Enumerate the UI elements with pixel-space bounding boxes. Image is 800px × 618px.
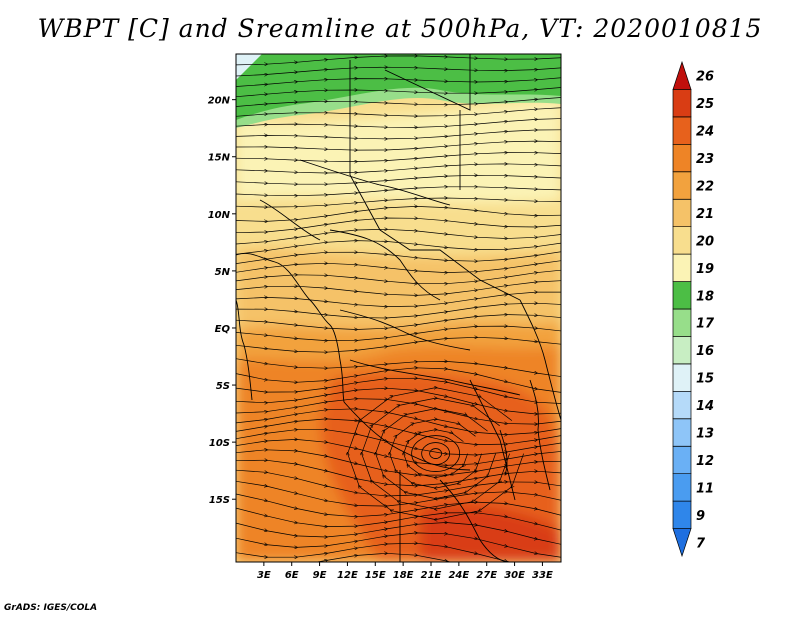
- streamline: [236, 175, 561, 184]
- colorbar-label: 19: [696, 262, 714, 277]
- colorbar-segment: [672, 226, 692, 255]
- streamline: [236, 56, 561, 65]
- streamline: [348, 388, 524, 520]
- colorbar-label: 11: [696, 481, 714, 496]
- streamline: [236, 130, 561, 139]
- y-tick-label: 5N: [215, 267, 231, 278]
- colorbar-label: 25: [696, 97, 714, 112]
- x-tick-label: 18E: [393, 570, 414, 581]
- colorbar-segment: [672, 171, 692, 200]
- colorbar-segment: [672, 89, 692, 118]
- x-tick-label: 9E: [313, 570, 327, 581]
- colorbar-segment: [672, 336, 692, 365]
- colorbar-label: 23: [696, 152, 714, 167]
- colorbar-label: 22: [696, 180, 714, 195]
- colorbar-label: 7: [696, 536, 706, 551]
- streamlines: [236, 56, 566, 562]
- map-frame: [235, 53, 562, 563]
- y-tick-label: 10S: [209, 438, 230, 449]
- y-tick-label: 20N: [208, 96, 231, 107]
- colorbar-label: 14: [696, 399, 714, 414]
- streamline: [236, 108, 561, 117]
- streamline: [236, 87, 561, 98]
- colorbar-segment: [672, 253, 692, 282]
- streamline: [236, 141, 561, 150]
- colorbar-label: 20: [696, 234, 714, 249]
- vortex-ring: [429, 448, 443, 459]
- y-tick-label: 10N: [208, 210, 231, 221]
- colorbar-label: 15: [696, 372, 714, 387]
- streamline: [236, 229, 561, 245]
- colorbar-segment: [672, 281, 692, 310]
- streamline: [236, 153, 561, 162]
- colorbar-segment: [672, 363, 692, 392]
- vortex-ring: [411, 435, 461, 472]
- x-tick-label: 21E: [421, 570, 442, 581]
- colorbar-segment: [672, 143, 692, 173]
- streamline: [236, 77, 561, 87]
- colorbar-label: 24: [696, 125, 714, 140]
- colorbar-label: 9: [696, 509, 705, 524]
- colorbar-segment: [672, 116, 692, 145]
- streamline: [236, 187, 561, 196]
- streamline: [236, 553, 566, 562]
- colorbar-label: 21: [696, 207, 714, 222]
- colorbar-segment: [672, 60, 692, 90]
- coastlines-borders: [236, 54, 561, 562]
- colorbar-label: 17: [696, 317, 715, 332]
- y-tick-label: 5S: [216, 381, 230, 392]
- streamline: [236, 67, 561, 76]
- grads-credit: GrADS: IGES/COLA: [4, 603, 98, 613]
- streamline: [236, 241, 561, 255]
- x-tick-label: 3E: [257, 570, 271, 581]
- colorbar-segment: [672, 198, 692, 228]
- x-tick-label: 27E: [476, 570, 497, 581]
- colorbar-label: 26: [696, 70, 714, 85]
- colorbar-segment: [672, 445, 692, 475]
- streamline: [236, 164, 561, 173]
- colorbar: 7 9 11 12 13 14 15 16 17 18 19 20 21 22 23 24 25 26: [672, 60, 715, 558]
- x-tick-label: 30E: [504, 570, 525, 581]
- map-axes: 3E 6E 9E 12E 15E 18E 21E 24E 27E 30E 33E 20N 15N 10N 5…: [208, 96, 553, 581]
- colorbar-segment: [672, 473, 692, 502]
- y-tick-label: 15S: [209, 495, 230, 506]
- colorbar-segment: [672, 308, 692, 337]
- x-tick-label: 15E: [365, 570, 386, 581]
- streamline: [236, 118, 561, 127]
- colorbar-segment: [672, 500, 692, 529]
- streamline: [236, 337, 561, 352]
- y-tick-label: EQ: [215, 324, 231, 335]
- x-tick-label: 24E: [448, 570, 469, 581]
- streamline: [236, 97, 561, 107]
- field-shading: [236, 54, 566, 562]
- colorbar-segment: [672, 528, 692, 558]
- x-tick-label: 33E: [532, 570, 553, 581]
- map-title: WBPT [C] and Sreamline at 500hPa, VT: 20…: [37, 14, 763, 43]
- colorbar-segment: [672, 390, 692, 420]
- field-region-pale-cyan: [236, 54, 262, 80]
- y-tick-label: 15N: [208, 153, 231, 164]
- colorbar-segment: [672, 418, 692, 447]
- colorbar-label: 18: [696, 289, 714, 304]
- colorbar-label: 13: [696, 427, 714, 442]
- colorbar-label: 16: [696, 344, 714, 359]
- streamline: [236, 260, 561, 273]
- x-tick-label: 6E: [285, 570, 299, 581]
- colorbar-label: 12: [696, 454, 714, 469]
- streamline: [236, 251, 561, 264]
- x-tick-label: 12E: [337, 570, 358, 581]
- vortex: [411, 435, 461, 472]
- vortex-ring: [421, 442, 451, 465]
